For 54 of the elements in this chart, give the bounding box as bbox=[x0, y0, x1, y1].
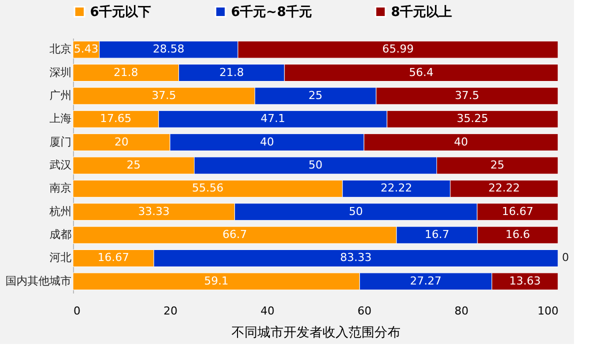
y-tick-label: 南京 bbox=[50, 182, 72, 195]
data-label: 21.8 bbox=[114, 66, 138, 79]
data-label: 16.67 bbox=[98, 251, 130, 264]
data-label: 16.67 bbox=[502, 204, 534, 218]
data-label: 13.63 bbox=[509, 274, 541, 288]
data-label: 40 bbox=[260, 135, 274, 148]
x-tick-label: 40 bbox=[260, 304, 274, 318]
x-tick-label: 20 bbox=[164, 304, 178, 318]
y-tick-label: 上海 bbox=[50, 112, 72, 126]
data-label: 27.27 bbox=[410, 274, 442, 288]
data-label: 16.6 bbox=[505, 228, 530, 242]
y-tick-label: 广州 bbox=[50, 88, 72, 102]
data-label: 50 bbox=[308, 158, 322, 172]
data-label: 50 bbox=[348, 204, 363, 218]
y-tick-label: 国内其他城市 bbox=[6, 274, 72, 288]
data-label: 25 bbox=[308, 88, 322, 102]
data-label: 25 bbox=[490, 158, 504, 172]
data-label: 83.33 bbox=[340, 251, 372, 264]
data-label: 22.22 bbox=[488, 182, 520, 195]
y-tick-label: 武汉 bbox=[50, 158, 72, 172]
x-tick-label: 60 bbox=[358, 304, 372, 318]
y-tick-label: 河北 bbox=[50, 251, 72, 264]
data-label: 17.65 bbox=[100, 112, 132, 126]
data-label: 25 bbox=[126, 158, 141, 172]
legend-label: 8千元以上 bbox=[391, 4, 452, 20]
legend-label: 6千元~8千元 bbox=[231, 4, 312, 20]
data-label: 66.7 bbox=[222, 228, 247, 242]
data-label: 47.1 bbox=[260, 112, 286, 126]
data-label: 55.56 bbox=[192, 182, 224, 195]
y-tick-label: 北京 bbox=[50, 42, 72, 56]
data-label: 22.22 bbox=[380, 182, 412, 195]
data-label: 40 bbox=[454, 135, 468, 148]
data-label: 0 bbox=[562, 251, 569, 264]
legend-label: 6千元以下 bbox=[90, 4, 152, 20]
x-axis-title: 不同城市开发者收入范围分布 bbox=[232, 326, 400, 340]
data-label: 21.8 bbox=[219, 66, 244, 79]
x-tick-label: 0 bbox=[74, 304, 80, 318]
data-label: 56.4 bbox=[408, 66, 434, 79]
y-tick-label: 杭州 bbox=[48, 204, 72, 218]
x-tick-label: 80 bbox=[454, 304, 468, 318]
data-label: 20 bbox=[114, 135, 128, 148]
data-label: 16.7 bbox=[424, 228, 450, 242]
y-tick-label: 深圳 bbox=[50, 66, 72, 79]
y-tick-label: 厦门 bbox=[50, 135, 72, 148]
y-tick-label: 成都 bbox=[50, 228, 72, 242]
x-tick-label: 100 bbox=[538, 304, 558, 318]
data-label: 33.33 bbox=[138, 204, 170, 218]
data-label: 59.1 bbox=[204, 274, 229, 288]
data-label: 37.5 bbox=[152, 88, 176, 102]
data-label: 65.99 bbox=[382, 42, 414, 56]
data-label: 37.5 bbox=[454, 88, 480, 102]
data-label: 35.25 bbox=[456, 112, 488, 126]
data-label: 28.58 bbox=[152, 42, 184, 56]
data-label: 5.43 bbox=[74, 42, 98, 56]
